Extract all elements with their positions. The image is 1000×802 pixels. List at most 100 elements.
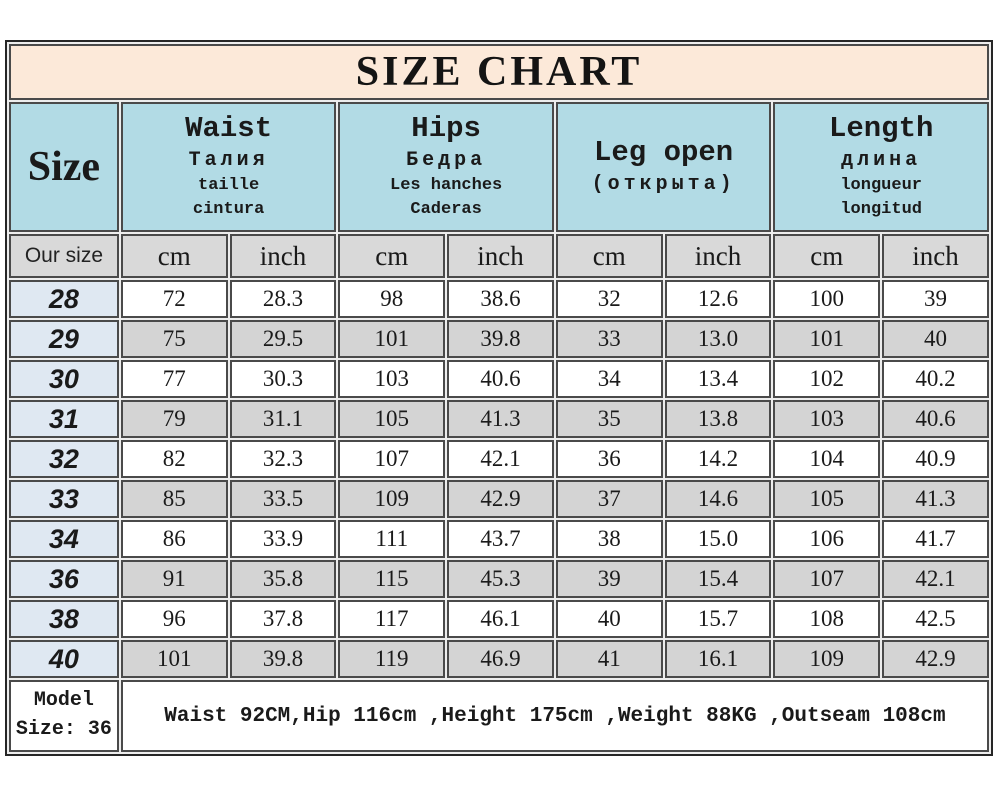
table-row: 28 72 28.3 98 38.6 32 12.6 100 39 bbox=[9, 280, 989, 318]
measurement-value: 28.3 bbox=[229, 280, 337, 318]
model-measurements-note: Waist 92CM,Hip 116cm ,Height 175cm ,Weig… bbox=[120, 680, 989, 752]
measurement-value: 119 bbox=[338, 640, 446, 678]
hips-label-ru: Бедра bbox=[406, 149, 487, 173]
measurement-value: 100 bbox=[773, 280, 881, 318]
measurement-value: 103 bbox=[338, 360, 446, 398]
measurement-value: 15.0 bbox=[664, 520, 772, 558]
unit-waist-cm: cm bbox=[120, 234, 228, 278]
measurement-value: 13.8 bbox=[664, 400, 772, 438]
measurement-value: 13.0 bbox=[664, 320, 772, 358]
measurement-value: 40 bbox=[882, 320, 989, 358]
header-row: Size Waist Талия taille cintura Hips Бед… bbox=[9, 102, 989, 232]
table-row: 31 79 31.1 105 41.3 35 13.8 103 40.6 bbox=[9, 400, 989, 438]
measurement-value: 36 bbox=[555, 440, 663, 478]
measurement-value: 108 bbox=[773, 600, 881, 638]
size-value: 32 bbox=[9, 440, 119, 478]
hips-label-es: Caderas bbox=[410, 199, 482, 219]
column-header-size: Size bbox=[9, 102, 119, 232]
measurement-value: 16.1 bbox=[664, 640, 772, 678]
unit-row: Our size cm inch cm inch cm inch cm inch bbox=[9, 234, 989, 278]
measurement-value: 12.6 bbox=[664, 280, 772, 318]
measurement-value: 98 bbox=[338, 280, 446, 318]
measurement-value: 13.4 bbox=[664, 360, 772, 398]
measurement-value: 14.2 bbox=[664, 440, 772, 478]
measurement-value: 42.9 bbox=[447, 480, 554, 518]
table-row: 33 85 33.5 109 42.9 37 14.6 105 41.3 bbox=[9, 480, 989, 518]
size-rows: 28 72 28.3 98 38.6 32 12.6 100 39 29 75 29.5 101 39.8… bbox=[9, 280, 989, 678]
measurement-value: 31.1 bbox=[229, 400, 337, 438]
measurement-value: 72 bbox=[120, 280, 228, 318]
measurement-value: 38 bbox=[555, 520, 663, 558]
measurement-value: 105 bbox=[773, 480, 881, 518]
waist-label-fr: taille bbox=[198, 176, 260, 196]
measurement-value: 101 bbox=[338, 320, 446, 358]
measurement-value: 45.3 bbox=[447, 560, 554, 598]
length-label-es: longitud bbox=[840, 199, 922, 219]
measurement-value: 46.9 bbox=[447, 640, 554, 678]
size-value: 30 bbox=[9, 360, 119, 398]
size-value: 34 bbox=[9, 520, 119, 558]
measurement-value: 33 bbox=[555, 320, 663, 358]
measurement-value: 32 bbox=[555, 280, 663, 318]
table-row: 38 96 37.8 117 46.1 40 15.7 108 42.5 bbox=[9, 600, 989, 638]
measurement-value: 39 bbox=[882, 280, 989, 318]
measurement-value: 15.7 bbox=[664, 600, 772, 638]
measurement-value: 75 bbox=[120, 320, 228, 358]
table-row: 34 86 33.9 111 43.7 38 15.0 106 41.7 bbox=[9, 520, 989, 558]
measurement-value: 82 bbox=[120, 440, 228, 478]
size-value: 28 bbox=[9, 280, 119, 318]
unit-leg-inch: inch bbox=[664, 234, 772, 278]
measurement-value: 37.8 bbox=[229, 600, 337, 638]
measurement-value: 86 bbox=[120, 520, 228, 558]
measurement-value: 35 bbox=[555, 400, 663, 438]
waist-label-es: cintura bbox=[192, 199, 265, 219]
measurement-value: 40.2 bbox=[882, 360, 989, 398]
measurement-value: 42.1 bbox=[882, 560, 989, 598]
measurement-value: 104 bbox=[773, 440, 881, 478]
measurement-value: 101 bbox=[120, 640, 228, 678]
table-row: 29 75 29.5 101 39.8 33 13.0 101 40 bbox=[9, 320, 989, 358]
column-header-hips: Hips Бедра Les hanches Caderas bbox=[338, 102, 554, 232]
table-row: 40 101 39.8 119 46.9 41 16.1 109 42.9 bbox=[9, 640, 989, 678]
measurement-value: 40.6 bbox=[447, 360, 554, 398]
column-header-waist: Waist Талия taille cintura bbox=[120, 102, 337, 232]
measurement-value: 41 bbox=[555, 640, 663, 678]
measurement-value: 30.3 bbox=[229, 360, 337, 398]
table-row: 36 91 35.8 115 45.3 39 15.4 107 42.1 bbox=[9, 560, 989, 598]
measurement-value: 33.9 bbox=[229, 520, 337, 558]
measurement-value: 35.8 bbox=[229, 560, 337, 598]
unit-hips-cm: cm bbox=[338, 234, 446, 278]
leg-open-label-ru: (открыта) bbox=[591, 172, 736, 196]
hips-label: Hips bbox=[411, 112, 481, 146]
measurement-value: 96 bbox=[120, 600, 228, 638]
measurement-value: 46.1 bbox=[447, 600, 554, 638]
measurement-value: 34 bbox=[555, 360, 663, 398]
model-size-cell: Model Size: 36 bbox=[9, 680, 119, 752]
size-value: 33 bbox=[9, 480, 119, 518]
measurement-value: 43.7 bbox=[447, 520, 554, 558]
length-label: Length bbox=[828, 112, 934, 146]
size-value: 40 bbox=[9, 640, 119, 678]
table-row: 30 77 30.3 103 40.6 34 13.4 102 40.2 bbox=[9, 360, 989, 398]
length-label-fr: longueur bbox=[840, 176, 922, 196]
measurement-value: 111 bbox=[338, 520, 446, 558]
waist-label-ru: Талия bbox=[188, 149, 269, 173]
size-chart-table: SIZE CHART Size Waist Талия taille cintu… bbox=[5, 40, 993, 756]
unit-length-cm: cm bbox=[773, 234, 881, 278]
measurement-value: 39.8 bbox=[447, 320, 554, 358]
measurement-value: 40 bbox=[555, 600, 663, 638]
measurement-value: 42.5 bbox=[882, 600, 989, 638]
model-label: Model bbox=[33, 689, 94, 712]
chart-title: SIZE CHART bbox=[9, 44, 989, 100]
measurement-value: 107 bbox=[338, 440, 446, 478]
unit-length-inch: inch bbox=[882, 234, 989, 278]
hips-label-fr: Les hanches bbox=[390, 176, 503, 196]
unit-leg-cm: cm bbox=[555, 234, 663, 278]
measurement-value: 32.3 bbox=[229, 440, 337, 478]
table-row: 32 82 32.3 107 42.1 36 14.2 104 40.9 bbox=[9, 440, 989, 478]
measurement-value: 107 bbox=[773, 560, 881, 598]
footer-row: Model Size: 36 Waist 92CM,Hip 116cm ,Hei… bbox=[9, 680, 989, 752]
column-header-length: Length длина longueur longitud bbox=[773, 102, 989, 232]
measurement-value: 102 bbox=[773, 360, 881, 398]
